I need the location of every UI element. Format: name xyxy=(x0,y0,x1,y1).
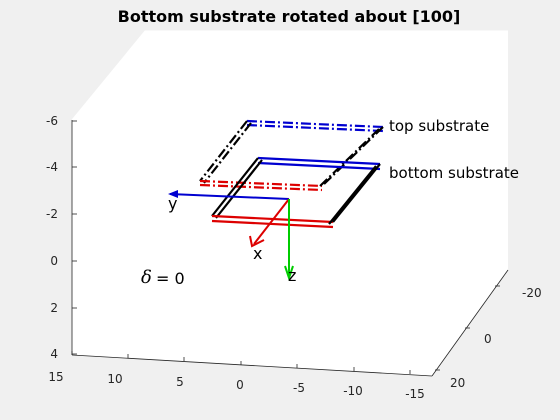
axis-x-label: x xyxy=(253,244,262,263)
z-tick-label: -2 xyxy=(46,207,58,221)
bottom-substrate-label: bottom substrate xyxy=(389,164,519,182)
x-tick-label: -5 xyxy=(293,381,305,395)
x-tick-label: 10 xyxy=(107,372,122,386)
x-tick-label: -15 xyxy=(405,387,425,401)
x-tick-label: 15 xyxy=(48,370,63,384)
x-tick-label: 0 xyxy=(236,378,244,392)
x-arrow xyxy=(249,198,290,248)
z-tick-label: -4 xyxy=(46,160,58,174)
z-axis-ticks xyxy=(72,120,77,355)
axis-z-label: z xyxy=(288,266,296,285)
y-axis-line xyxy=(431,269,509,377)
top-substrate-label: top substrate xyxy=(389,117,489,135)
delta-value: = 0 xyxy=(156,269,185,288)
y-tick-label: 0 xyxy=(484,332,492,346)
chart-title: Bottom substrate rotated about [100] xyxy=(118,7,461,26)
y-tick-label: 20 xyxy=(450,376,465,390)
y-tick-label: -20 xyxy=(522,286,542,300)
z-tick-label: 2 xyxy=(50,301,58,315)
axes-box-back-edges xyxy=(71,30,508,121)
x-axis-ticks xyxy=(71,351,411,374)
z-tick-label: 0 xyxy=(50,254,58,268)
delta-symbol: δ xyxy=(141,267,152,288)
z-tick-label: -6 xyxy=(46,114,58,128)
y-arrow xyxy=(168,190,290,200)
top-substrate xyxy=(199,119,384,192)
z-arrow xyxy=(284,199,294,282)
z-tick-label: 4 xyxy=(50,347,58,361)
x-tick-label: -10 xyxy=(343,384,363,398)
y-axis-ticks xyxy=(435,285,500,371)
x-axis-line xyxy=(71,354,433,377)
delta-annotation: δ = 0 xyxy=(141,267,185,288)
axis-y-label: y xyxy=(168,194,177,213)
x-tick-label: 5 xyxy=(176,375,184,389)
